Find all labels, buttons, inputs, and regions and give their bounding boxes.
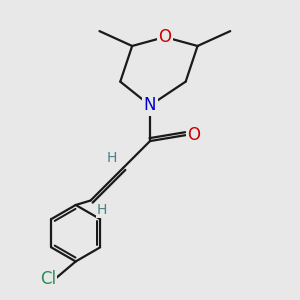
Text: H: H	[97, 203, 107, 217]
Text: Cl: Cl	[40, 270, 56, 288]
Text: O: O	[158, 28, 171, 46]
Text: N: N	[144, 96, 156, 114]
Text: H: H	[107, 151, 117, 165]
Text: O: O	[188, 126, 200, 144]
